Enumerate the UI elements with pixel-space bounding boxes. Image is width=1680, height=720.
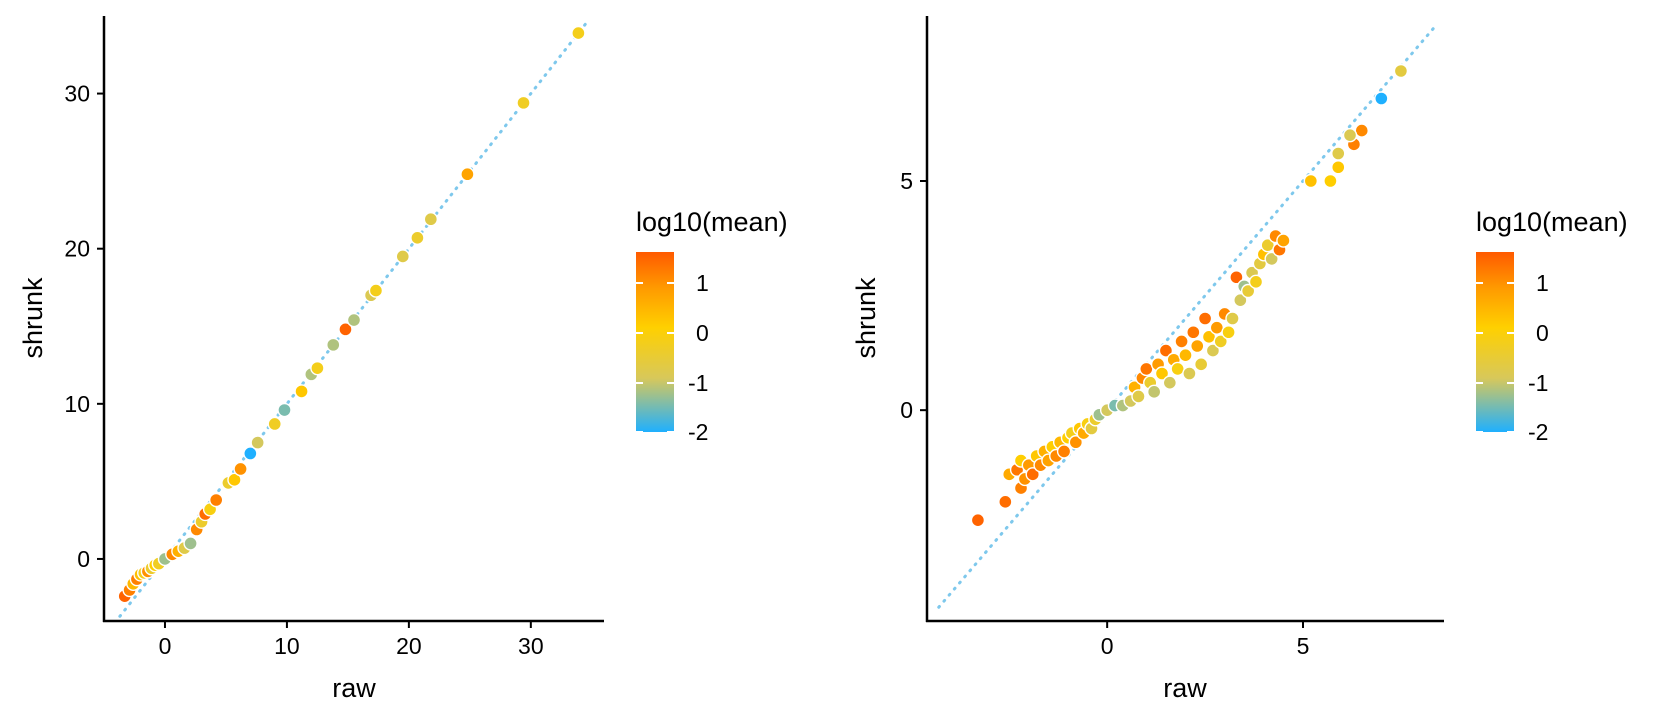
data-point [1240,283,1256,299]
x-axis-title: raw [332,673,376,703]
data-point [1229,270,1244,285]
data-point [1221,325,1236,340]
y-tick-label: 0 [77,546,90,572]
x-tick-label: 0 [159,633,172,659]
data-point [410,230,425,246]
reference-line [937,23,1438,609]
data-point [1393,63,1409,79]
data-point [183,536,198,551]
legend-tick-label: -2 [688,419,708,445]
x-tick-label: 20 [396,633,422,659]
y-axis-title: shrunk [851,277,881,359]
data-point [998,494,1013,510]
data-point [267,416,282,432]
data-point [1209,320,1225,335]
data-point [1139,361,1154,377]
colorbar-ticks [1476,282,1514,433]
data-point [233,461,248,477]
data-point [1178,347,1193,363]
data-point [1331,160,1346,175]
data-point [277,402,292,418]
x-tick-label: 0 [1101,633,1114,659]
data-point [970,512,986,528]
colorbar-ticks [636,282,674,433]
scatter-panel-right: 0 5 0 5 raw shrunk log10(mean) 1 0 -1 -2 [851,16,1628,703]
y-tick-label: 30 [64,81,90,107]
data-point [1197,311,1213,326]
data-point [1170,361,1185,377]
data-point [1158,343,1174,358]
y-tick-label: 20 [64,236,90,262]
data-point [1193,357,1209,372]
legend-tick-label: -2 [1528,419,1548,445]
data-point [1276,233,1291,248]
data-point [423,212,439,227]
data-point [1025,467,1040,482]
x-axis-title: raw [1163,673,1207,703]
color-legend: log10(mean) 1 0 -1 -2 [1476,207,1628,445]
data-point [1233,292,1248,308]
data-point [1186,325,1201,340]
data-point [571,25,586,41]
data-point [1248,274,1264,290]
data-point [460,167,475,182]
data-point [326,337,341,353]
data-point [1354,123,1369,138]
data-point [1374,91,1389,106]
data-point [310,360,325,376]
data-point [1264,251,1279,267]
data-point [294,384,309,399]
legend-tick-label: 0 [696,320,709,346]
data-point [208,492,224,508]
data-point [368,283,384,298]
data-point [1213,334,1228,349]
x-tick-label: 10 [274,633,300,659]
data-point [1323,173,1338,189]
data-point [1162,375,1178,390]
data-point [1154,366,1170,381]
legend-tick-label: 1 [696,270,709,296]
data-point [346,312,362,328]
data-point [1174,334,1189,349]
y-axis-title: shrunk [18,277,48,359]
data-point [1342,127,1358,143]
data-point [1068,435,1084,450]
data-point [1303,173,1319,189]
data-point [516,95,531,111]
data-point [1146,384,1162,400]
legend-tick-label: 0 [1536,320,1549,346]
data-point [227,472,242,488]
legend-tick-label: -1 [1528,370,1548,396]
data-point [1205,343,1221,358]
x-tick-label: 30 [518,633,544,659]
data-point [1182,366,1197,381]
legend-tick-label: 1 [1536,270,1549,296]
legend-title: log10(mean) [636,207,788,237]
data-point [1331,146,1346,161]
data-point [250,435,265,450]
colorbar [1476,252,1514,432]
data-point [1225,311,1240,326]
color-legend: log10(mean) 1 0 -1 -2 [636,207,788,445]
data-point [243,446,258,461]
data-point [1131,389,1146,404]
x-tick-label: 5 [1297,633,1310,659]
legend-title: log10(mean) [1476,207,1628,237]
colorbar [636,252,674,432]
legend-tick-label: -1 [688,370,708,396]
y-tick-label: 0 [900,397,913,423]
data-point [1190,338,1205,354]
data-point [1056,444,1072,459]
y-tick-label: 10 [64,391,90,417]
y-tick-label: 5 [900,168,913,194]
data-point [338,322,353,337]
data-point [395,249,410,264]
